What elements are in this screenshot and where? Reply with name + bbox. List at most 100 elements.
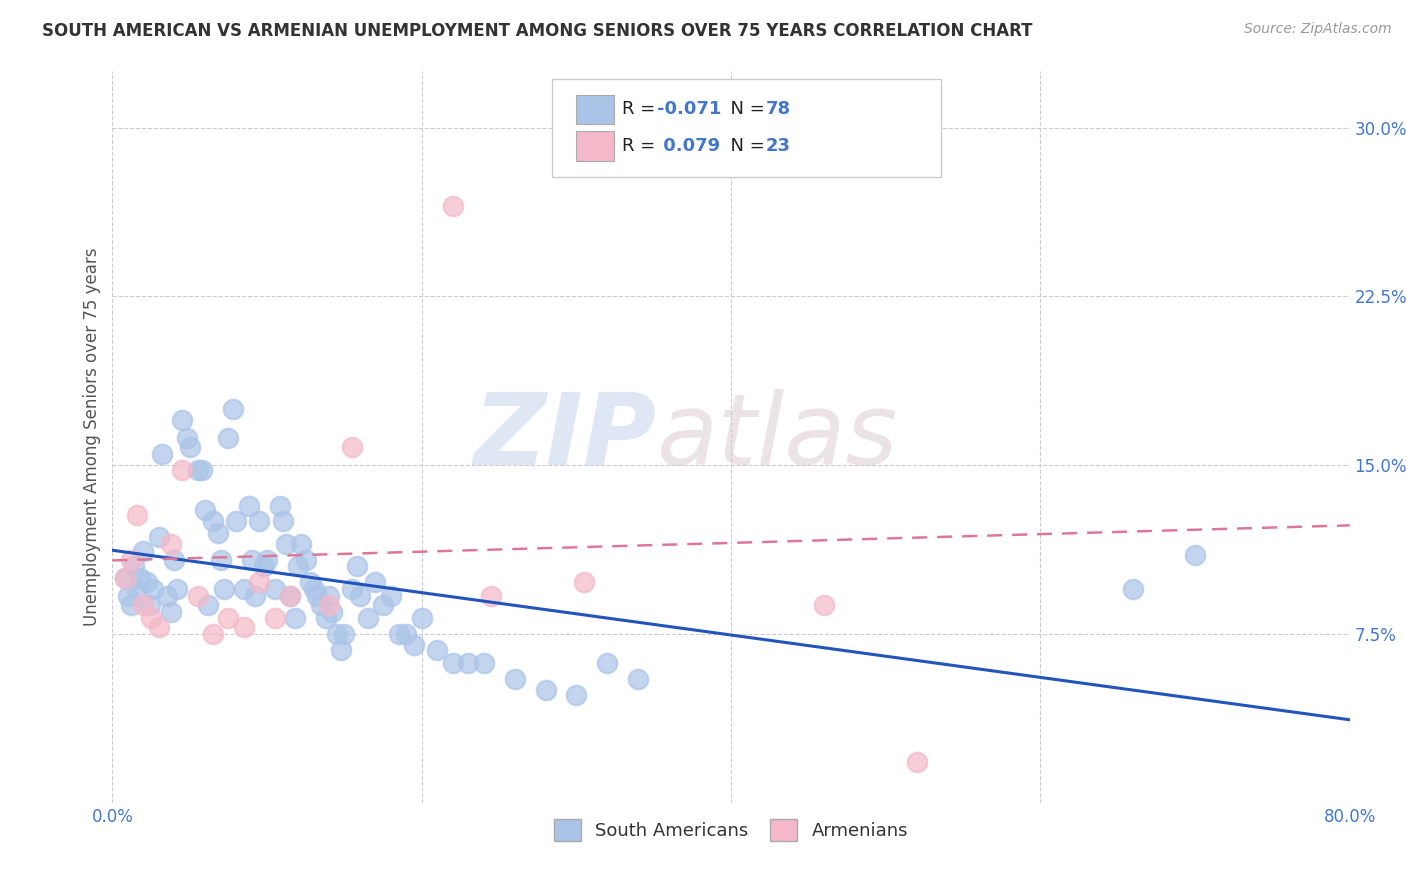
Point bbox=[274, 537, 297, 551]
Point bbox=[209, 553, 232, 567]
Point bbox=[160, 537, 183, 551]
Point bbox=[357, 611, 380, 625]
Point bbox=[388, 627, 411, 641]
Text: 0.079: 0.079 bbox=[657, 137, 720, 155]
Point bbox=[284, 611, 307, 625]
Point bbox=[309, 598, 333, 612]
Point bbox=[217, 431, 239, 445]
Point bbox=[148, 620, 170, 634]
Point bbox=[395, 627, 418, 641]
Point bbox=[225, 515, 247, 529]
Point bbox=[269, 499, 291, 513]
Point bbox=[233, 582, 256, 596]
Point bbox=[217, 611, 239, 625]
Point bbox=[318, 589, 340, 603]
Point bbox=[253, 559, 276, 574]
Point bbox=[256, 553, 278, 567]
Point bbox=[117, 589, 139, 603]
Point bbox=[340, 440, 363, 454]
Point bbox=[380, 589, 402, 603]
Point bbox=[441, 199, 464, 213]
Point bbox=[349, 589, 371, 603]
Point bbox=[132, 543, 155, 558]
Point bbox=[132, 598, 155, 612]
Point bbox=[160, 605, 183, 619]
Point bbox=[114, 571, 136, 585]
Point bbox=[202, 627, 225, 641]
Point bbox=[222, 401, 245, 416]
Text: SOUTH AMERICAN VS ARMENIAN UNEMPLOYMENT AMONG SENIORS OVER 75 YEARS CORRELATION : SOUTH AMERICAN VS ARMENIAN UNEMPLOYMENT … bbox=[42, 22, 1032, 40]
Text: R =: R = bbox=[623, 100, 661, 118]
Point bbox=[627, 672, 650, 686]
Text: 78: 78 bbox=[766, 100, 792, 118]
Point bbox=[287, 559, 309, 574]
Point bbox=[163, 553, 186, 567]
Point bbox=[127, 508, 149, 522]
Point bbox=[191, 463, 214, 477]
FancyBboxPatch shape bbox=[551, 78, 942, 178]
Point bbox=[186, 589, 209, 603]
Point bbox=[150, 447, 173, 461]
Point bbox=[142, 582, 165, 596]
Point bbox=[905, 756, 928, 770]
Point bbox=[481, 589, 503, 603]
Point bbox=[212, 582, 235, 596]
Point bbox=[346, 559, 368, 574]
Point bbox=[318, 598, 340, 612]
Point bbox=[233, 620, 256, 634]
Point bbox=[238, 499, 260, 513]
Text: -0.071: -0.071 bbox=[657, 100, 721, 118]
Point bbox=[371, 598, 394, 612]
Point bbox=[340, 582, 363, 596]
Point bbox=[172, 413, 194, 427]
Point bbox=[127, 582, 149, 596]
Point bbox=[1184, 548, 1206, 562]
Point bbox=[122, 559, 145, 574]
Text: Source: ZipAtlas.com: Source: ZipAtlas.com bbox=[1244, 22, 1392, 37]
Text: 23: 23 bbox=[766, 137, 790, 155]
Point bbox=[176, 431, 198, 445]
Point bbox=[574, 575, 596, 590]
Text: atlas: atlas bbox=[657, 389, 898, 485]
Point bbox=[155, 589, 177, 603]
Point bbox=[194, 503, 217, 517]
Point bbox=[299, 575, 322, 590]
Point bbox=[426, 642, 449, 657]
Point bbox=[315, 611, 337, 625]
Point bbox=[120, 553, 142, 567]
Point bbox=[207, 525, 229, 540]
Point bbox=[172, 463, 194, 477]
Point bbox=[557, 154, 581, 169]
Point bbox=[264, 582, 287, 596]
Point bbox=[148, 530, 170, 544]
Point bbox=[197, 598, 219, 612]
Point bbox=[166, 582, 188, 596]
Point bbox=[278, 589, 302, 603]
Point bbox=[321, 605, 343, 619]
Point bbox=[596, 657, 619, 671]
Point bbox=[114, 571, 136, 585]
Point bbox=[141, 611, 163, 625]
Point bbox=[457, 657, 479, 671]
Point bbox=[333, 627, 356, 641]
Point bbox=[1122, 582, 1144, 596]
Point bbox=[264, 611, 287, 625]
Point bbox=[472, 657, 495, 671]
Point bbox=[290, 537, 312, 551]
Point bbox=[330, 642, 353, 657]
Text: ZIP: ZIP bbox=[474, 389, 657, 485]
Y-axis label: Unemployment Among Seniors over 75 years: Unemployment Among Seniors over 75 years bbox=[83, 248, 101, 626]
Point bbox=[202, 515, 225, 529]
Point bbox=[295, 553, 318, 567]
Point bbox=[305, 589, 328, 603]
Point bbox=[129, 571, 152, 585]
Point bbox=[565, 688, 588, 702]
Point bbox=[813, 598, 835, 612]
Point bbox=[240, 553, 263, 567]
Point bbox=[278, 589, 302, 603]
Point bbox=[179, 440, 201, 454]
Point bbox=[271, 515, 294, 529]
Text: R =: R = bbox=[623, 137, 661, 155]
Point bbox=[325, 627, 349, 641]
Point bbox=[364, 575, 387, 590]
